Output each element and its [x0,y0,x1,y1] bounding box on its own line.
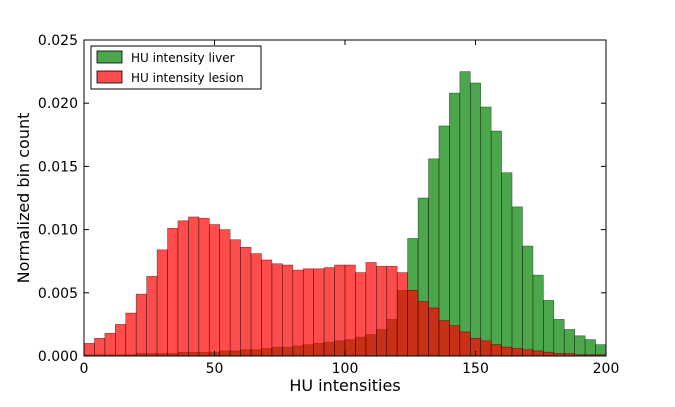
x-axis-label: HU intensities [289,376,400,395]
lesion-bar [250,253,262,357]
lesion-bar [428,307,440,357]
liver-bar [490,130,502,357]
lesion-bar [156,249,168,357]
lesion-bar [543,351,555,357]
lesion-bar [355,272,367,357]
y-tick-label: 0.000 [38,349,78,365]
lesion-bar [271,263,283,357]
liver-bar [469,82,482,357]
legend: HU intensity liver HU intensity lesion [90,45,262,90]
lesion-bar [167,228,179,357]
lesion-bar [344,264,356,357]
lesion-bar [501,346,513,357]
x-tick-label: 200 [593,361,620,377]
liver-bar [522,245,534,357]
lesion-bar [407,289,419,357]
lesion-bar [219,229,231,357]
y-axis-label: Normalized bin count [14,113,33,284]
x-tick-label: 100 [332,361,359,377]
y-axis-ticks: 0.000 0.005 0.010 0.015 0.020 0.025 [38,33,606,365]
lesion-bar [532,350,544,357]
legend-label-lesion: HU intensity lesion [131,71,244,85]
lesion-bar [146,276,158,357]
lesion-bar [261,259,273,357]
plot-area [83,39,607,357]
lesion-bar [459,331,471,357]
liver-bar [459,71,471,357]
lesion-bar [104,332,116,357]
y-tick-label: 0.015 [38,159,78,175]
lesion-bar [386,265,398,357]
legend-swatch-liver [96,50,123,64]
lesion-bar [125,312,137,357]
lesion-bar [511,348,523,357]
y-tick-label: 0.025 [38,33,78,49]
liver-bar [553,319,565,357]
liver-bar [501,172,513,357]
x-tick-label: 150 [462,361,489,377]
liver-bar [543,300,555,357]
y-tick-label: 0.010 [38,223,78,239]
y-tick-label: 0.020 [38,96,78,112]
x-tick-label: 0 [80,361,89,377]
lesion-bar [438,320,450,357]
lesion-bar [240,246,252,357]
lesion-bar [365,262,377,357]
x-axis-ticks: 0 50 100 150 200 [80,40,620,377]
lesion-bar [396,272,408,357]
lesion-bar [198,217,210,357]
lesion-bar [188,216,200,357]
lesion-bar [417,301,429,357]
lesion-bar [177,220,189,357]
liver-bar [595,344,607,357]
lesion-bar [229,239,241,357]
lesion-bar [449,325,461,357]
lesion-bar [480,340,492,357]
liver-bar [480,106,492,357]
lesion-bar [115,324,127,357]
legend-label-liver: HU intensity liver [131,51,235,65]
liver-bar [584,339,596,357]
x-tick-label: 50 [206,361,224,377]
liver-bar [574,335,586,357]
lesion-bar [323,267,335,357]
lesion-bar [83,343,95,357]
legend-swatch-lesion [96,70,123,84]
lesion-bar [302,268,314,357]
liver-bar [532,274,544,357]
lesion-bar [292,269,304,357]
lesion-bar [313,268,325,357]
lesion-bar [334,264,346,357]
y-tick-label: 0.005 [38,286,78,302]
liver-bar [511,206,523,357]
lesion-bar [376,265,388,357]
liver-bar [563,329,575,357]
lesion-bar [490,344,502,357]
lesion-bar [94,338,106,357]
liver-bar [449,92,461,357]
lesion-bar [282,264,294,357]
lesion-bar [208,224,221,357]
lesion-bar [135,293,147,357]
lesion-bar [522,349,534,357]
